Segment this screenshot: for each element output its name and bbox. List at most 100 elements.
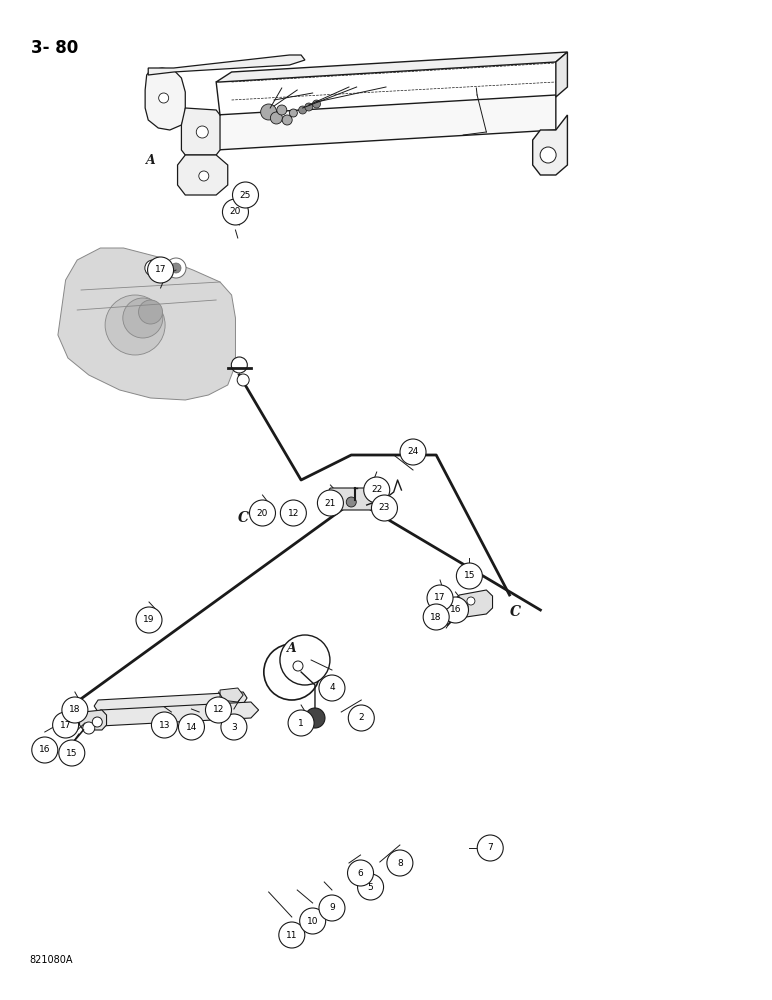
Circle shape	[237, 374, 249, 386]
Text: 15: 15	[464, 572, 475, 580]
Circle shape	[540, 147, 556, 163]
Circle shape	[159, 93, 168, 103]
Circle shape	[477, 835, 503, 861]
Circle shape	[442, 597, 469, 623]
Text: 24: 24	[408, 448, 418, 456]
Text: 13: 13	[159, 720, 170, 730]
Text: C: C	[510, 605, 521, 619]
Circle shape	[300, 908, 326, 934]
Circle shape	[62, 697, 88, 723]
Circle shape	[199, 171, 208, 181]
Circle shape	[299, 106, 306, 114]
Circle shape	[138, 300, 163, 324]
Polygon shape	[220, 688, 243, 702]
Circle shape	[249, 500, 276, 526]
Polygon shape	[533, 115, 567, 175]
Circle shape	[293, 661, 303, 671]
Circle shape	[222, 199, 249, 225]
Circle shape	[280, 500, 306, 526]
Text: 15: 15	[66, 748, 77, 758]
Polygon shape	[556, 52, 567, 97]
Circle shape	[400, 439, 426, 465]
Text: 17: 17	[435, 593, 445, 602]
Circle shape	[319, 895, 345, 921]
Circle shape	[305, 103, 313, 111]
Polygon shape	[58, 248, 235, 400]
Circle shape	[261, 104, 276, 120]
Circle shape	[232, 357, 247, 373]
Text: 10: 10	[307, 916, 318, 926]
Circle shape	[317, 490, 344, 516]
Circle shape	[147, 257, 174, 283]
Text: 5: 5	[367, 882, 374, 892]
Circle shape	[145, 260, 161, 276]
Circle shape	[288, 710, 314, 736]
Circle shape	[467, 597, 475, 605]
Circle shape	[427, 585, 453, 611]
Circle shape	[93, 717, 102, 727]
Polygon shape	[94, 692, 247, 712]
Circle shape	[290, 109, 297, 117]
Circle shape	[364, 477, 390, 503]
Text: 20: 20	[230, 208, 241, 217]
Text: 9: 9	[329, 904, 335, 912]
Text: C: C	[238, 511, 249, 525]
Text: 12: 12	[213, 706, 224, 714]
Text: 16: 16	[450, 605, 461, 614]
Circle shape	[387, 850, 413, 876]
Text: 21: 21	[325, 498, 336, 508]
Polygon shape	[145, 68, 185, 130]
Polygon shape	[178, 155, 228, 195]
Circle shape	[123, 298, 163, 338]
Circle shape	[459, 602, 468, 612]
Circle shape	[277, 105, 286, 115]
Circle shape	[348, 705, 374, 731]
Circle shape	[357, 874, 384, 900]
FancyBboxPatch shape	[330, 488, 373, 510]
Circle shape	[221, 714, 247, 740]
Polygon shape	[80, 710, 107, 730]
Circle shape	[52, 712, 79, 738]
Text: 25: 25	[240, 190, 251, 200]
Circle shape	[151, 712, 178, 738]
Text: 19: 19	[144, 615, 154, 624]
Text: 20: 20	[257, 508, 268, 518]
Polygon shape	[216, 52, 567, 82]
Text: 2: 2	[358, 714, 364, 722]
Circle shape	[283, 115, 292, 125]
Circle shape	[171, 263, 181, 273]
Text: 17: 17	[60, 720, 71, 730]
Text: 14: 14	[186, 722, 197, 732]
Circle shape	[347, 497, 356, 507]
Circle shape	[371, 495, 398, 521]
Circle shape	[232, 182, 259, 208]
Polygon shape	[454, 590, 493, 618]
Polygon shape	[181, 108, 220, 155]
Text: 22: 22	[371, 486, 382, 494]
Circle shape	[196, 126, 208, 138]
Text: 18: 18	[69, 706, 80, 714]
Circle shape	[423, 604, 449, 630]
Text: 23: 23	[379, 504, 390, 512]
Polygon shape	[93, 702, 259, 726]
Text: 4: 4	[329, 684, 335, 692]
Text: A: A	[146, 153, 155, 166]
Circle shape	[166, 258, 186, 278]
Text: 17: 17	[155, 265, 166, 274]
Text: 6: 6	[357, 868, 364, 878]
Text: 3- 80: 3- 80	[31, 39, 78, 57]
Text: 12: 12	[288, 508, 299, 518]
Circle shape	[280, 635, 330, 685]
Circle shape	[205, 697, 232, 723]
Circle shape	[347, 860, 374, 886]
Text: A: A	[287, 642, 296, 654]
Polygon shape	[148, 55, 305, 75]
Circle shape	[178, 714, 205, 740]
Circle shape	[279, 922, 305, 948]
Text: 11: 11	[286, 930, 297, 940]
Text: 7: 7	[487, 844, 493, 852]
Circle shape	[313, 100, 320, 108]
Text: 16: 16	[39, 746, 50, 754]
Circle shape	[264, 644, 320, 700]
Circle shape	[83, 722, 95, 734]
